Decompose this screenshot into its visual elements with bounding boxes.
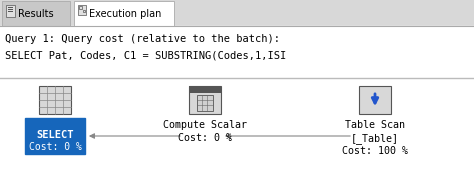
Bar: [0, 78, 474, 184]
Text: SELECT: SELECT: [36, 130, 74, 140]
Bar: [78, 5, 86, 15]
Bar: [8, 9, 13, 10]
Bar: [359, 86, 391, 114]
Text: [_Table]: [_Table]: [351, 133, 399, 144]
Bar: [8, 7, 13, 8]
Bar: [0, 26, 474, 78]
Bar: [189, 86, 221, 93]
Text: Compute Scalar: Compute Scalar: [163, 120, 247, 130]
Text: Execution plan: Execution plan: [89, 9, 161, 19]
Bar: [8, 11, 13, 12]
Text: Cost: 0 %: Cost: 0 %: [178, 133, 232, 143]
Bar: [6, 5, 15, 17]
Bar: [74, 1, 174, 26]
Text: Cost: 0 %: Cost: 0 %: [28, 142, 82, 152]
Text: Query 1: Query cost (relative to the batch):: Query 1: Query cost (relative to the bat…: [5, 34, 280, 44]
Text: Cost: 100 %: Cost: 100 %: [342, 146, 408, 156]
Bar: [189, 86, 221, 114]
Bar: [79, 6, 82, 9]
Bar: [0, 0, 474, 26]
Bar: [2, 1, 70, 26]
Bar: [39, 86, 71, 114]
Bar: [197, 95, 213, 111]
Text: Table Scan: Table Scan: [345, 120, 405, 130]
Bar: [25, 118, 85, 154]
Text: SELECT Pat, Codes, C1 = SUBSTRING(Codes,1,ISI: SELECT Pat, Codes, C1 = SUBSTRING(Codes,…: [5, 51, 286, 61]
Bar: [83, 10, 85, 12]
Text: Results: Results: [18, 9, 54, 19]
